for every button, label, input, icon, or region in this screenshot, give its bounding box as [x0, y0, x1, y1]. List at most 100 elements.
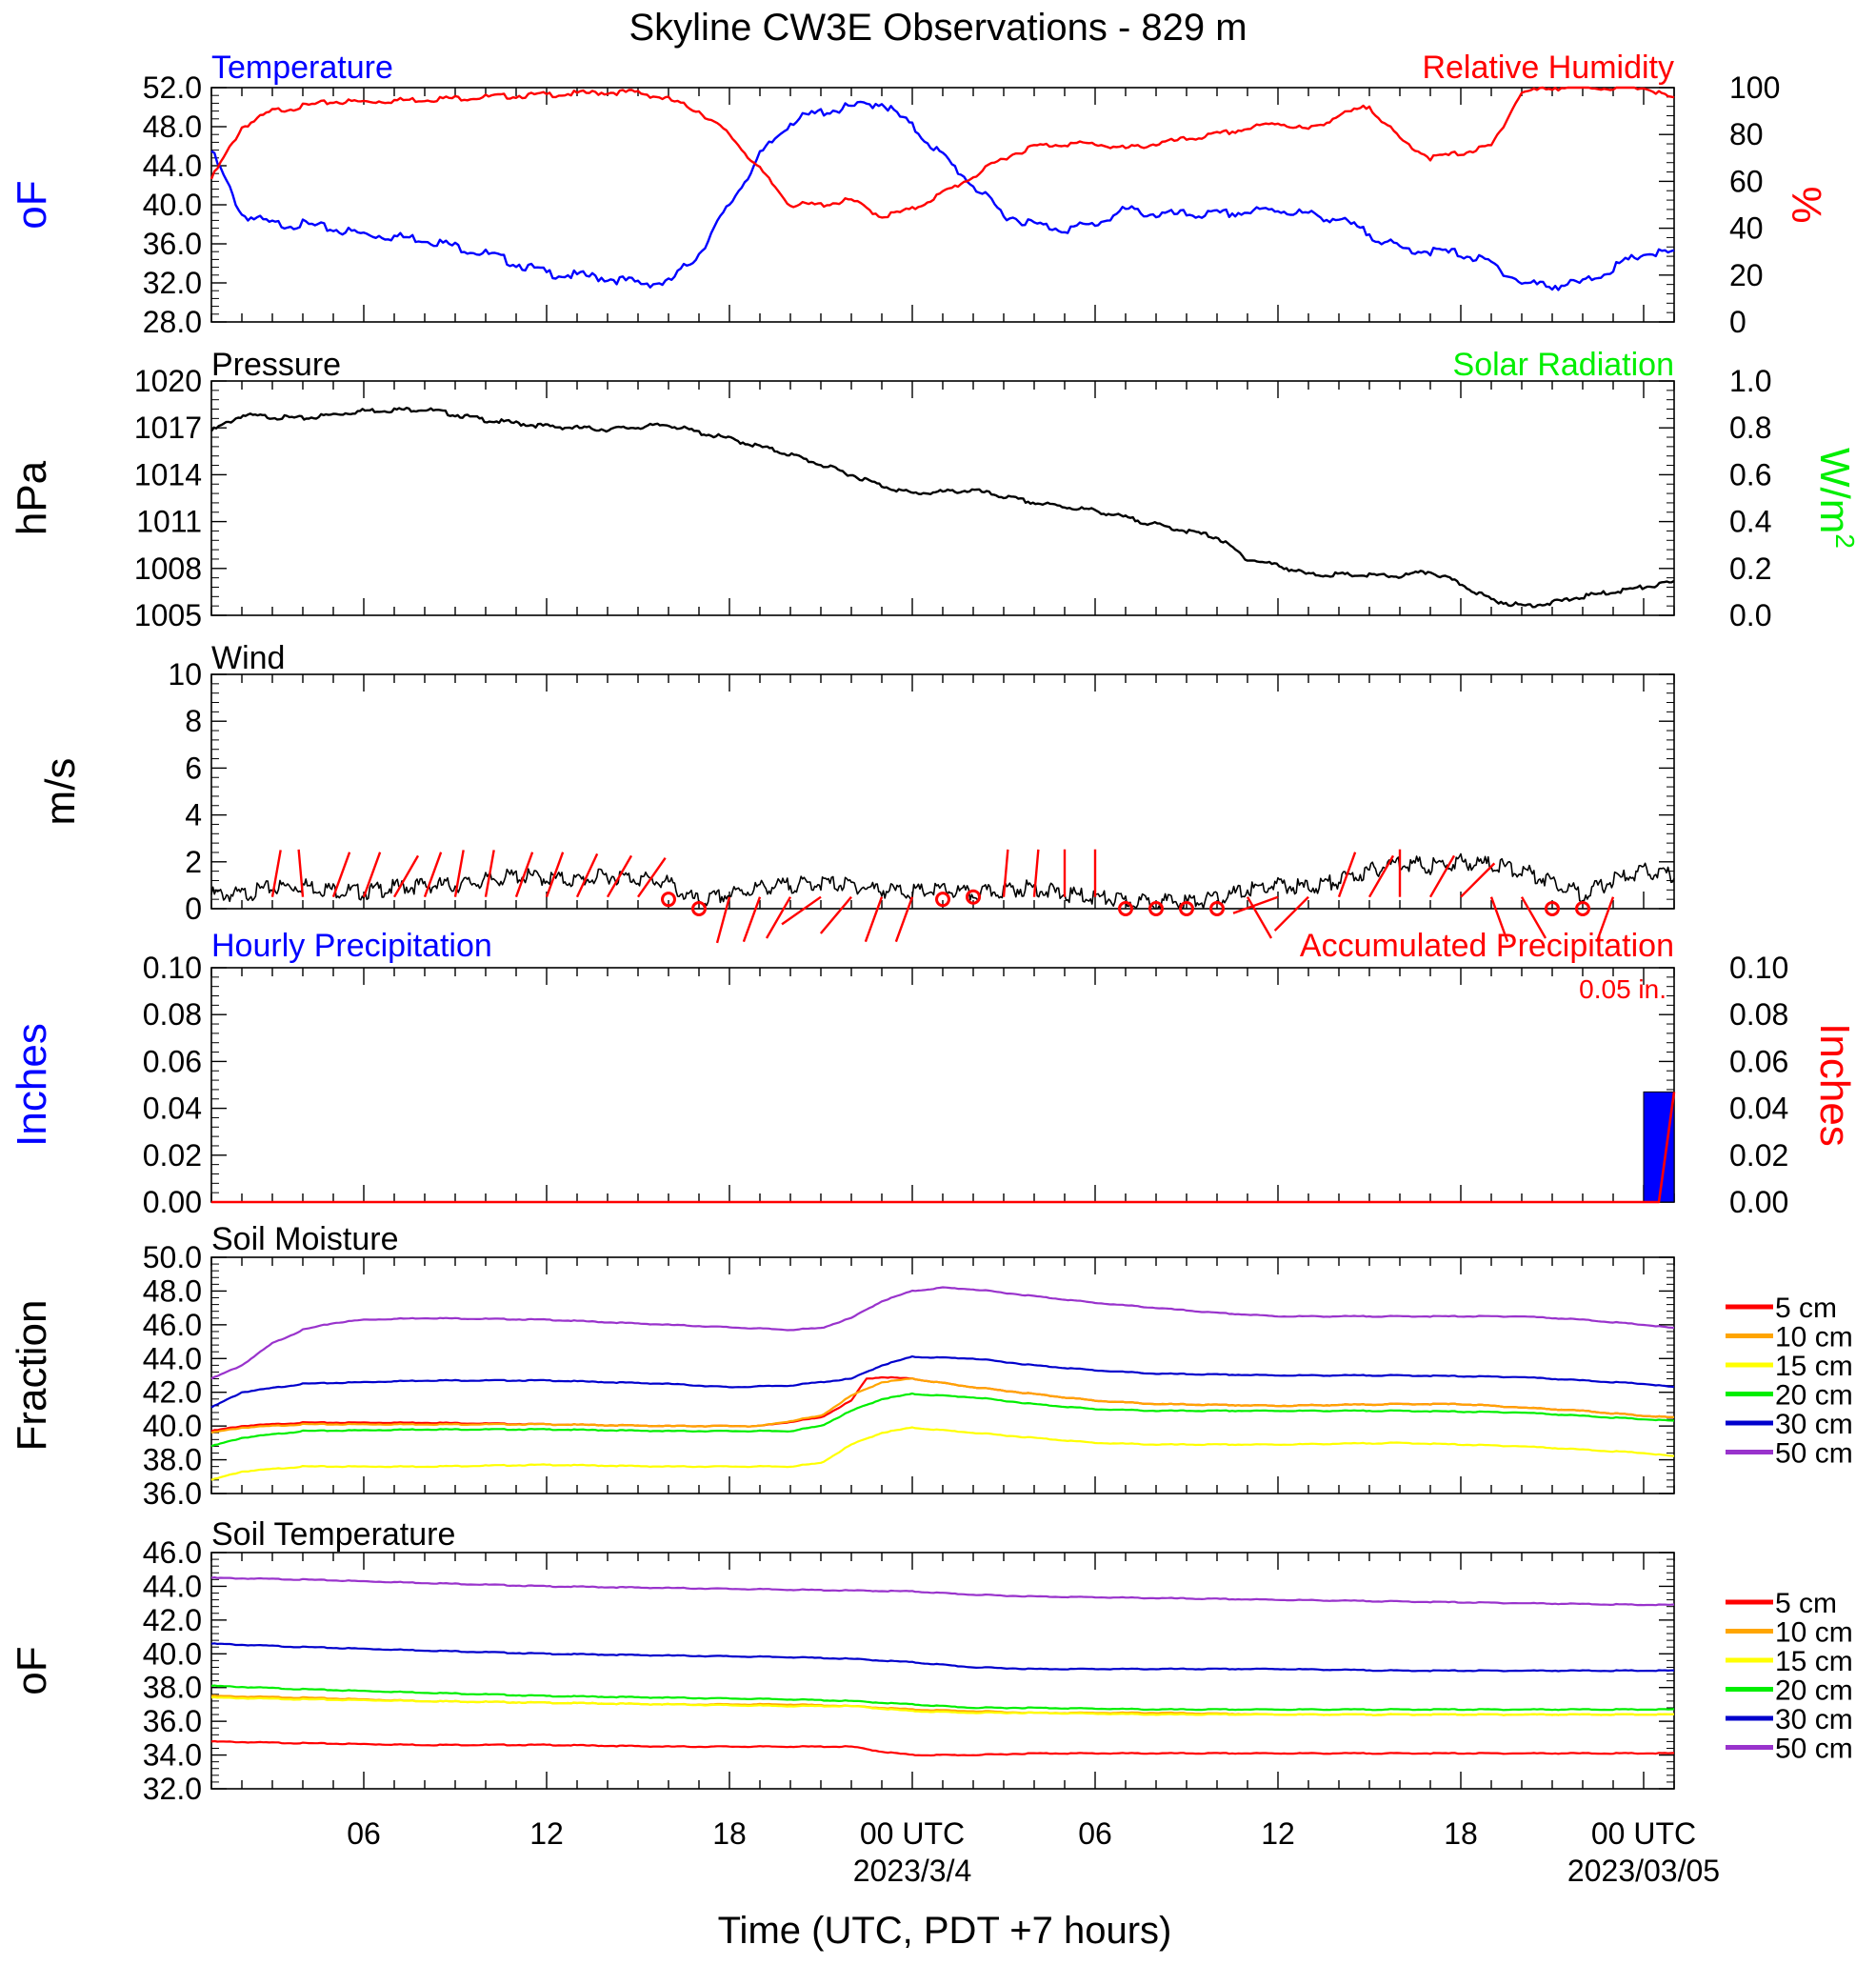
wind-calm-marker	[661, 892, 676, 908]
wind-barb	[392, 854, 420, 898]
temperature-axis-ytick-label: 32.0	[143, 266, 202, 300]
wind-axis-ytick-label: 8	[185, 704, 202, 738]
wind-axis-ytick-label: 0	[185, 892, 202, 926]
temperature-axis-ytick-label: 40.0	[143, 188, 202, 222]
pressure-axis-ytick-label: 1014	[134, 457, 202, 491]
x-tick-label: 06	[347, 1816, 381, 1851]
wind-barb	[1273, 895, 1309, 932]
solar-unit-base: W/m	[1811, 448, 1858, 533]
solar-unit-sup: 2	[1830, 533, 1860, 549]
hourly-precip-unit: Inches	[9, 1023, 55, 1147]
temp-rh-frame	[210, 87, 1675, 323]
wind-unit: m/s	[37, 758, 84, 826]
soil-temperature-axis-ytick-label: 34.0	[143, 1738, 202, 1773]
accum-precip-unit: Inches	[1811, 1023, 1858, 1147]
wind-barb	[1232, 895, 1279, 914]
wind-barb	[362, 852, 382, 898]
wind-calm-marker	[1148, 901, 1164, 916]
pressure-axis-ytick-label: 1005	[134, 598, 202, 632]
wind-barb	[1367, 854, 1395, 898]
pressure-solar-panel: 1005 1008 1011 1014 1017 1020 0.0 0.2 0.4 0.6 0.8 1…	[9, 347, 1860, 632]
wind-axis-ytick-label: 4	[185, 798, 202, 832]
soil-temperature-line-15cm	[210, 1695, 1675, 1716]
solar-axis-ytick-label: 0.6	[1729, 457, 1771, 491]
soil-temperature-label: Soil Temperature	[211, 1516, 455, 1553]
soil-temperature-legend-label: 15 cm	[1775, 1646, 1853, 1677]
humidity-axis-ytick-label: 0	[1729, 305, 1746, 339]
chart-title: Skyline CW3E Observations - 829 m	[629, 7, 1247, 49]
wind-barb	[637, 857, 667, 898]
solar-axis-ytick-label: 0.2	[1729, 551, 1771, 586]
x-tick-date: 2023/03/05	[1567, 1854, 1720, 1888]
pressure-axis-ytick-label: 1020	[134, 364, 202, 398]
soil-moisture-line-15cm	[210, 1426, 1675, 1481]
temperature-unit: oF	[9, 180, 55, 229]
soil-moisture-axis-ytick-label: 48.0	[143, 1273, 202, 1308]
soil-temperature-line-50cm	[210, 1576, 1675, 1607]
temperature-axis-ytick-label: 44.0	[143, 149, 202, 183]
temperature-label: Temperature	[211, 50, 393, 86]
soil-temperature-legend-label: 50 cm	[1775, 1734, 1853, 1765]
solar-axis-ytick-label: 0.4	[1729, 505, 1771, 539]
wind-barb	[742, 896, 762, 943]
soil-temperature-legend-label: 30 cm	[1775, 1704, 1853, 1735]
accum-precip-axis-ytick-label: 0.04	[1729, 1092, 1788, 1126]
wind-barb	[297, 849, 305, 897]
soil-moisture-axis-ytick-label: 36.0	[143, 1476, 202, 1511]
pressure-axis-ytick-label: 1008	[134, 551, 202, 586]
wind-calm-marker	[1179, 901, 1194, 916]
wind-speed-line	[210, 852, 1675, 910]
wind-axis-ytick-label: 6	[185, 751, 202, 785]
wind-barb	[331, 852, 351, 898]
soil-temperature-axis-ytick-label: 42.0	[143, 1603, 202, 1637]
accum-precip-label: Accumulated Precipitation	[1300, 928, 1674, 964]
wind-barb	[1032, 849, 1040, 897]
wind-barb	[1520, 896, 1547, 939]
soil-moisture-legend-label: 10 cm	[1775, 1322, 1853, 1353]
wind-barb	[575, 852, 599, 898]
soil-moisture-legend-label: 30 cm	[1775, 1409, 1853, 1440]
soil-temperature-legend-label: 20 cm	[1775, 1675, 1853, 1707]
precipitation-panel: 0.00 0.02 0.04 0.06 0.08 0.10 0.00 0.02 0.04 0.06…	[9, 928, 1858, 1219]
x-tick-date: 2023/3/4	[853, 1854, 972, 1888]
soil-temperature-axis-ytick-label: 36.0	[143, 1704, 202, 1738]
x-axis-label: Time (UTC, PDT +7 hours)	[718, 1910, 1172, 1952]
x-tick-label: 18	[1444, 1816, 1478, 1851]
wind-barb	[423, 852, 443, 898]
pressure-axis-ytick-label: 1011	[136, 505, 202, 539]
hourly-precip-axis-ytick-label: 0.02	[143, 1138, 202, 1173]
pressure-axis-ytick-label: 1017	[134, 411, 202, 445]
wind-axis-ytick-label: 2	[185, 845, 202, 879]
humidity-axis-ytick-label: 80	[1729, 117, 1764, 151]
accum-precip-axis-ytick-label: 0.10	[1729, 951, 1788, 985]
soil-moisture-legend-label: 15 cm	[1775, 1351, 1853, 1382]
accum-precip-axis-ytick-label: 0.00	[1729, 1185, 1788, 1219]
soil-temperature-line-20cm	[210, 1684, 1675, 1712]
wind-calm-marker	[966, 889, 981, 905]
wind-barb	[1489, 896, 1509, 943]
wind-barb	[819, 895, 852, 934]
soil-temperature-legend-label: 10 cm	[1775, 1617, 1853, 1649]
wind-calm-marker	[1118, 901, 1133, 916]
x-tick-label: 06	[1078, 1816, 1112, 1851]
soil-temperature-legend-label: 5 cm	[1775, 1588, 1837, 1619]
soil-moisture-axis-ytick-label: 42.0	[143, 1375, 202, 1410]
humidity-axis-ytick-label: 60	[1729, 164, 1764, 198]
humidity-axis-ytick-label: 20	[1729, 258, 1764, 292]
soil-temperature-unit: oF	[9, 1646, 55, 1694]
solar-unit: W/m2	[1811, 448, 1860, 549]
soil-moisture-axis-ytick-label: 44.0	[143, 1341, 202, 1375]
wind-calm-marker	[935, 892, 950, 908]
soil-temperature-axis-ytick-label: 44.0	[143, 1569, 202, 1603]
soil-temperature-line-30cm	[210, 1642, 1675, 1673]
soil-moisture-line-50cm	[210, 1286, 1675, 1380]
solar-axis-ytick-label: 0.8	[1729, 411, 1771, 445]
wind-frame	[210, 673, 1675, 910]
wind-barb	[1428, 854, 1456, 898]
wind-barb	[1246, 896, 1273, 939]
soil-moisture-line-10cm	[210, 1377, 1675, 1434]
